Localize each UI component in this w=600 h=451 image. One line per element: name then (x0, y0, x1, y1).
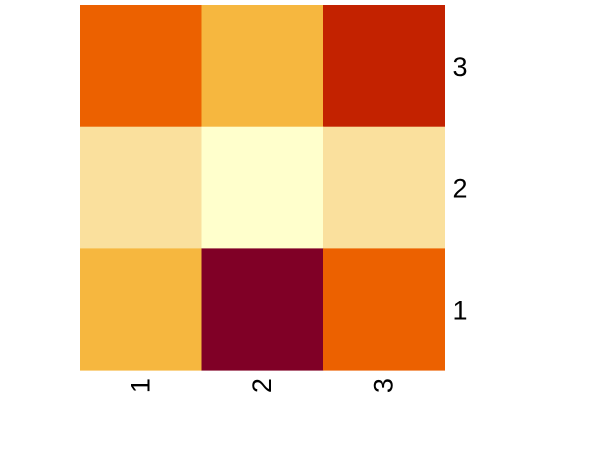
heatmap-cell-2-2 (201, 126, 324, 249)
heatmap-cells (80, 5, 445, 371)
heatmap-cell-2-1 (201, 248, 324, 371)
heatmap-cell-1-1 (80, 248, 202, 371)
y-tick-label: 2 (453, 174, 468, 204)
x-tick-label: 2 (247, 378, 277, 393)
heatmap-cell-3-3 (323, 5, 445, 128)
y-tick-labels: 1 2 3 (453, 52, 468, 325)
y-tick-label: 1 (453, 295, 468, 325)
x-tick-labels: 1 2 3 (126, 378, 399, 393)
y-tick-label: 3 (453, 52, 468, 82)
heatmap-cell-3-2 (323, 126, 445, 249)
heatmap-cell-1-2 (80, 126, 202, 249)
x-tick-label: 1 (126, 378, 156, 393)
heatmap-cell-2-3 (201, 5, 324, 128)
x-tick-label: 3 (369, 378, 399, 393)
heatmap-cell-3-1 (323, 248, 445, 371)
heatmap-cell-1-3 (80, 5, 202, 128)
